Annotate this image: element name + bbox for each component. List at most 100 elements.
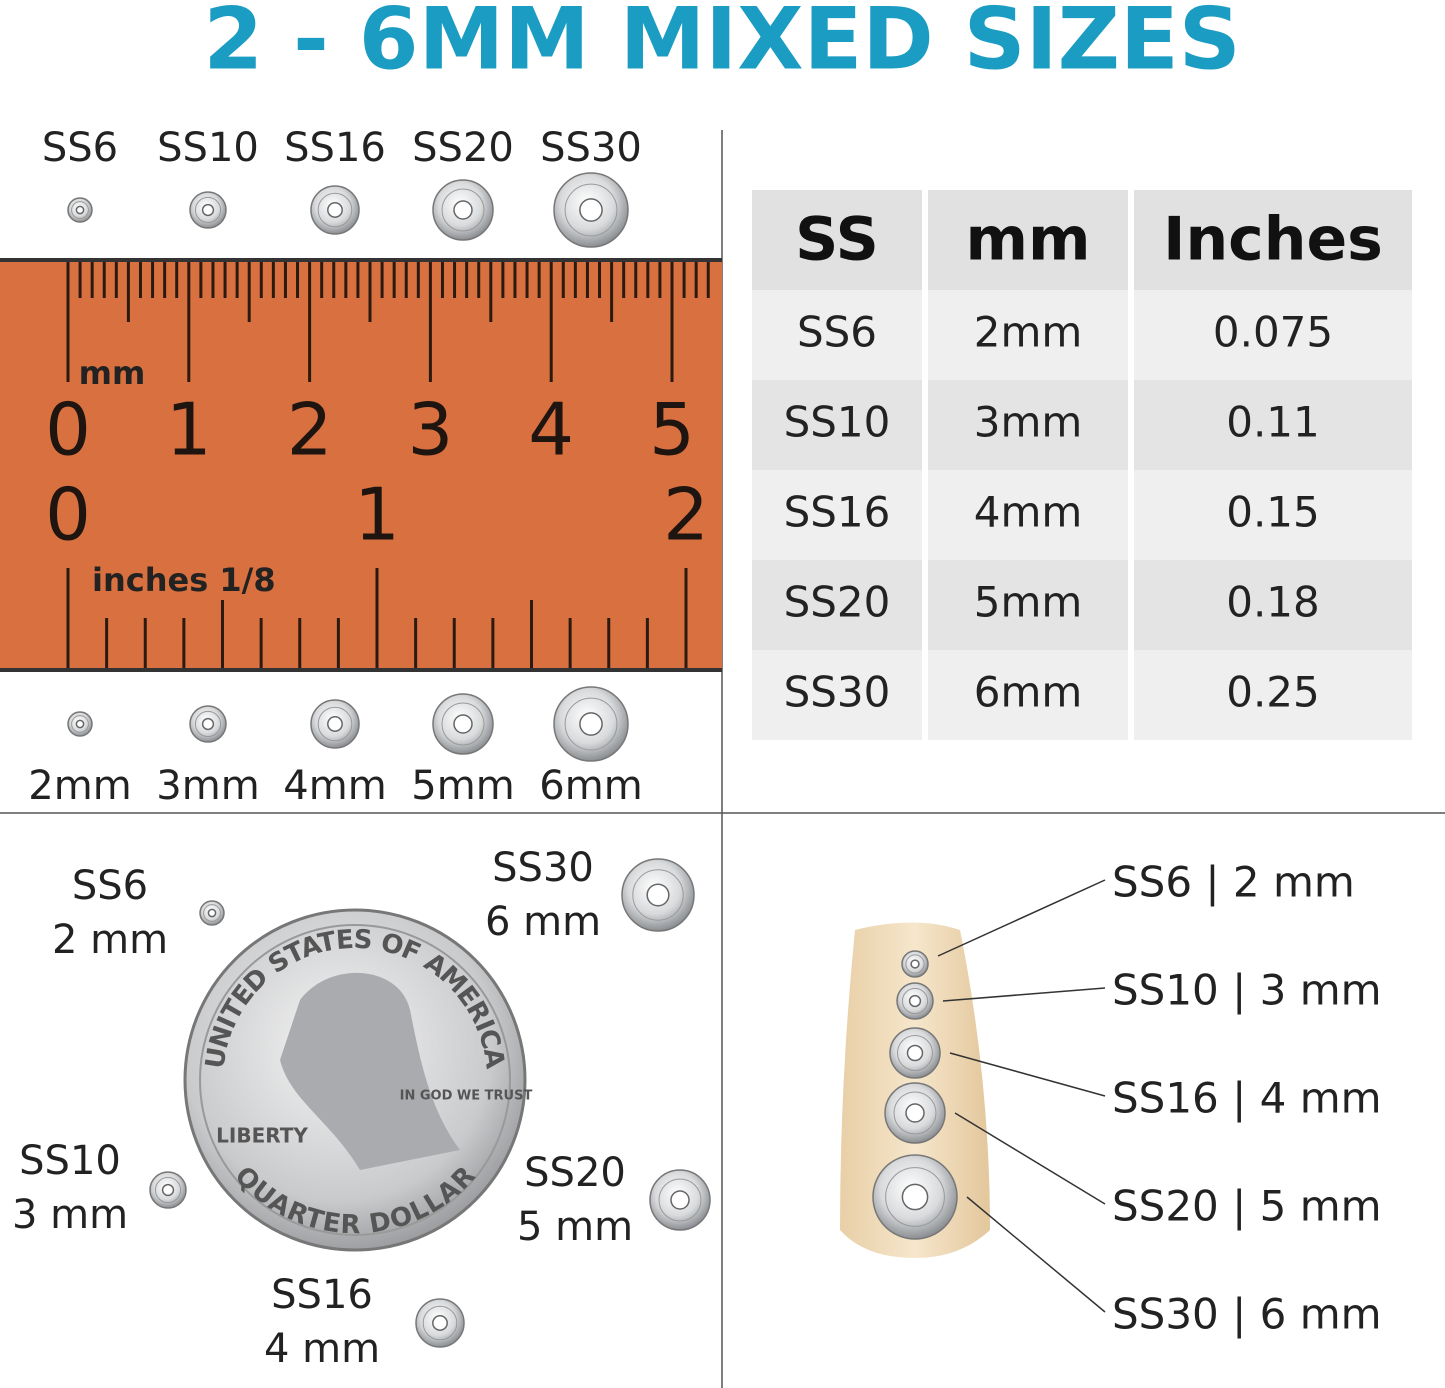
rhinestone [432, 179, 494, 241]
gem-table [579, 198, 603, 222]
table-text: SS20 [784, 578, 891, 627]
rhinestone [432, 693, 494, 755]
gem-table [432, 1315, 448, 1331]
table-cell [928, 380, 1128, 470]
rhinestone [67, 197, 93, 223]
gem-facet [658, 1178, 702, 1222]
nail-label: SS6 | 2 mm [1112, 858, 1355, 907]
size-label: SS20 [524, 1150, 626, 1196]
size-table: SS mm Inches SS6 2mm 0.075 SS10 3mm 0.11 SS16 4mm 0… [752, 190, 1412, 740]
gem-table [453, 200, 473, 220]
gem-table [201, 717, 215, 731]
rhinestone [553, 686, 629, 762]
rhinestone [896, 982, 934, 1020]
table-cell [752, 380, 922, 470]
gem-table [75, 205, 85, 215]
rhinestone [199, 900, 225, 926]
coin-portrait [280, 972, 460, 1170]
coin-text: IN GOD WE TRUST [400, 1089, 533, 1104]
gem-table [161, 1183, 175, 1197]
gem-facet [194, 196, 222, 224]
gem-table [453, 714, 473, 734]
table-text: 2mm [974, 308, 1083, 357]
size-label: SS10 [157, 125, 259, 171]
rhinestone [149, 1171, 187, 1209]
gem-table [906, 1044, 924, 1062]
rhinestone [553, 172, 629, 248]
size-label: 4 mm [264, 1326, 380, 1372]
gem-facet [441, 188, 485, 232]
table-text: 0.15 [1226, 488, 1320, 537]
table-cell [1134, 470, 1412, 560]
nail-label: SS16 | 4 mm [1112, 1074, 1382, 1123]
nail-label: SS20 | 5 mm [1112, 1182, 1382, 1231]
table-cell [1134, 380, 1412, 470]
table-text: 4mm [974, 488, 1083, 537]
rhinestone [901, 950, 929, 978]
gem-facet [897, 1035, 933, 1071]
ruler-number: 0 [45, 388, 91, 472]
size-label: SS6 [72, 863, 148, 909]
table-cell [1134, 290, 1412, 380]
gem-table [201, 203, 215, 217]
table-text: 3mm [974, 398, 1083, 447]
size-label: SS6 [42, 125, 118, 171]
gem-facet [901, 987, 929, 1015]
size-label: 5mm [411, 763, 514, 809]
table-text: 0.25 [1226, 668, 1320, 717]
rhinestone [884, 1082, 946, 1144]
gem-table [901, 1183, 929, 1211]
size-label: SS16 [284, 125, 386, 171]
coin-rim [199, 924, 511, 1236]
gem-facet [441, 702, 485, 746]
table-header: Inches [1163, 205, 1383, 275]
table-cell [752, 290, 922, 380]
ruler-body [0, 258, 722, 672]
gem-facet [317, 706, 353, 742]
table-header-cell [752, 190, 922, 290]
rhinestone [649, 1169, 711, 1231]
gem-facet [203, 904, 221, 922]
rhinestone [872, 1154, 958, 1240]
ruler-edge [0, 258, 722, 262]
table-text: 6mm [974, 668, 1083, 717]
gem-table [646, 883, 670, 907]
gem-facet [632, 869, 684, 921]
table-cell [928, 560, 1128, 650]
size-label: SS30 [540, 125, 642, 171]
leader-line [949, 1052, 1106, 1097]
ruler-number: 2 [663, 473, 709, 557]
gem-facet [564, 697, 618, 751]
rhinestone [310, 699, 360, 749]
leader-line [954, 1112, 1106, 1205]
size-label: 5 mm [517, 1204, 633, 1250]
nail-label: SS30 | 6 mm [1112, 1290, 1382, 1339]
table-text: SS16 [784, 488, 891, 537]
gem-table [579, 712, 603, 736]
coin-text: LIBERTY [216, 1124, 308, 1148]
gem-facet [905, 954, 925, 974]
table-cell [752, 650, 922, 740]
ruler-number: 1 [354, 473, 400, 557]
rhinestone [67, 711, 93, 737]
size-label: 6mm [539, 763, 642, 809]
size-label: 3mm [156, 763, 259, 809]
size-label: 3 mm [12, 1192, 128, 1238]
gem-table [905, 1103, 925, 1123]
gem-table [908, 994, 922, 1008]
gem-table [207, 908, 217, 918]
table-cell [928, 650, 1128, 740]
table-header: SS [795, 205, 879, 275]
table-text: 0.11 [1226, 398, 1320, 447]
table-text: 5mm [974, 578, 1083, 627]
gem-facet [194, 710, 222, 738]
size-label: 2 mm [52, 917, 168, 963]
rhinestone [889, 1027, 941, 1079]
gem-table [327, 716, 343, 732]
size-label: SS30 [492, 845, 594, 891]
ruler-number: 3 [407, 388, 453, 472]
size-label: 4mm [283, 763, 386, 809]
table-cell [752, 470, 922, 560]
title: 2 - 6MM MIXED SIZES [203, 0, 1240, 89]
